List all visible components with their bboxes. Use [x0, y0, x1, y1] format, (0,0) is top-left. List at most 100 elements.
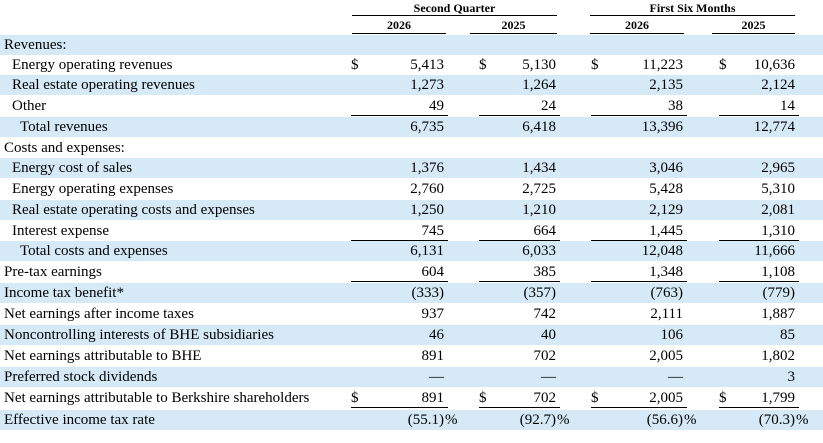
row-label: Net earnings after income taxes: [4, 306, 194, 322]
table-row: Energy cost of sales 1,376 1,434 3,046 2,965: [0, 158, 823, 178]
value-cell: 24: [541, 98, 556, 114]
table-row: Energy operating revenues $5,413 $5,130 $11…: [0, 55, 823, 75]
value-cell: 106: [660, 327, 684, 343]
table-row: Real estate operating costs and expenses…: [0, 200, 823, 220]
value-cell: 1,434: [522, 160, 556, 176]
row-label: Energy cost of sales: [12, 160, 133, 176]
subtotal-underline: [479, 281, 560, 282]
table-row: Net earnings after income taxes 937 742 2,1…: [0, 304, 823, 324]
row-label: Preferred stock dividends: [4, 369, 158, 385]
value-cell: 5,413: [410, 57, 444, 73]
value-cell: 2,129: [649, 202, 683, 218]
year-rule-h-2026: [590, 33, 684, 34]
value-cell: 2,081: [761, 202, 795, 218]
header-second-quarter: Second Quarter: [413, 1, 496, 15]
percent-sign: %: [796, 412, 809, 428]
value-cell: (55.1): [407, 412, 444, 428]
value-cell: —: [429, 369, 444, 385]
value-cell: 891: [421, 390, 445, 406]
row-label: Effective income tax rate: [4, 412, 155, 428]
row-label: Real estate operating costs and expenses: [12, 202, 255, 218]
value-cell: 5,428: [649, 181, 683, 197]
row-label: Total costs and expenses: [20, 243, 168, 259]
table-row: Real estate operating revenues 1,273 1,264…: [0, 75, 823, 95]
currency-symbol: $: [591, 57, 599, 73]
value-cell: 3,046: [649, 160, 683, 176]
value-cell: 6,735: [410, 119, 444, 135]
value-cell: 385: [533, 264, 557, 280]
value-cell: (763): [650, 285, 684, 301]
value-cell: 664: [533, 223, 557, 239]
value-cell: —: [541, 369, 556, 385]
value-cell: 49: [429, 98, 444, 114]
row-label: Interest expense: [12, 223, 110, 239]
value-cell: 2,005: [649, 390, 683, 406]
table-row: Preferred stock dividends — — — 3: [0, 367, 823, 387]
value-cell: (56.6): [646, 412, 683, 428]
row-label: Net earnings attributable to BHE: [4, 348, 202, 364]
value-cell: 38: [668, 98, 683, 114]
value-cell: 1,348: [649, 264, 683, 280]
value-cell: 702: [533, 348, 557, 364]
header-rule-first-six-months: [590, 15, 795, 16]
table-row: Total revenues 6,735 6,418 13,396 12,774: [0, 117, 823, 137]
value-cell: (92.7): [519, 412, 556, 428]
value-cell: 1,376: [410, 160, 444, 176]
year-rule-q-2025: [470, 33, 557, 34]
table-row: Revenues:: [0, 35, 823, 55]
value-cell: 3: [787, 369, 796, 385]
value-cell: 5,130: [522, 57, 556, 73]
table-row: Costs and expenses:: [0, 138, 823, 158]
value-cell: 2,111: [650, 306, 683, 322]
value-cell: 6,418: [522, 119, 556, 135]
row-label: Real estate operating revenues: [12, 77, 195, 93]
value-cell: 2,005: [649, 348, 683, 364]
header-rule-second-quarter: [352, 15, 557, 16]
table-row: Interest expense 745 664 1,445 1,310: [0, 221, 823, 241]
header-first-six-months: First Six Months: [649, 1, 736, 15]
subtotal-underline: [591, 240, 687, 241]
value-cell: 1,264: [522, 77, 556, 93]
value-cell: 40: [541, 327, 556, 343]
subtotal-underline: [479, 115, 560, 116]
value-cell: 46: [429, 327, 444, 343]
table-row: Income tax benefit* (333) (357) (763) (779): [0, 283, 823, 303]
value-cell: (357): [523, 285, 557, 301]
value-cell: 14: [780, 98, 795, 114]
table-row: Total costs and expenses 6,131 6,033 12,048…: [0, 241, 823, 261]
row-label: Pre-tax earnings: [4, 264, 102, 280]
value-cell: 1,799: [761, 390, 795, 406]
currency-symbol: $: [479, 57, 487, 73]
row-label: Other: [12, 98, 47, 114]
percent-sign: %: [684, 412, 697, 428]
value-cell: 11,666: [754, 243, 795, 259]
table-row: Pre-tax earnings 604 385 1,348 1,108: [0, 262, 823, 282]
value-cell: 1,310: [761, 223, 795, 239]
table-row: Effective income tax rate (55.1)% (92.7)%(…: [0, 410, 823, 430]
value-cell: 85: [780, 327, 795, 343]
table-row: Energy operating expenses 2,760 2,725 5,428…: [0, 179, 823, 199]
value-cell: 12,048: [641, 243, 683, 259]
value-cell: 2,135: [649, 77, 683, 93]
value-cell: 745: [421, 223, 445, 239]
currency-symbol: $: [351, 57, 359, 73]
value-cell: 5,310: [761, 181, 795, 197]
value-cell: 702: [533, 390, 557, 406]
value-cell: 1,108: [761, 264, 795, 280]
currency-symbol: $: [479, 390, 487, 406]
value-cell: —: [668, 369, 683, 385]
row-label: Noncontrolling interests of BHE subsidia…: [4, 327, 274, 343]
subtotal-underline: [351, 281, 448, 282]
row-label: Net earnings attributable to Berkshire s…: [4, 390, 310, 406]
percent-sign: %: [445, 412, 458, 428]
subtotal-underline: [591, 281, 687, 282]
year-header-h-2026: 2026: [625, 18, 649, 32]
value-cell: (70.3): [758, 412, 795, 428]
year-header-h-2025: 2025: [741, 18, 766, 32]
subtotal-underline: [351, 115, 448, 116]
value-cell: 1,273: [410, 77, 444, 93]
value-cell: 2,965: [761, 160, 795, 176]
value-cell: 1,250: [410, 202, 444, 218]
value-cell: 10,636: [753, 57, 795, 73]
